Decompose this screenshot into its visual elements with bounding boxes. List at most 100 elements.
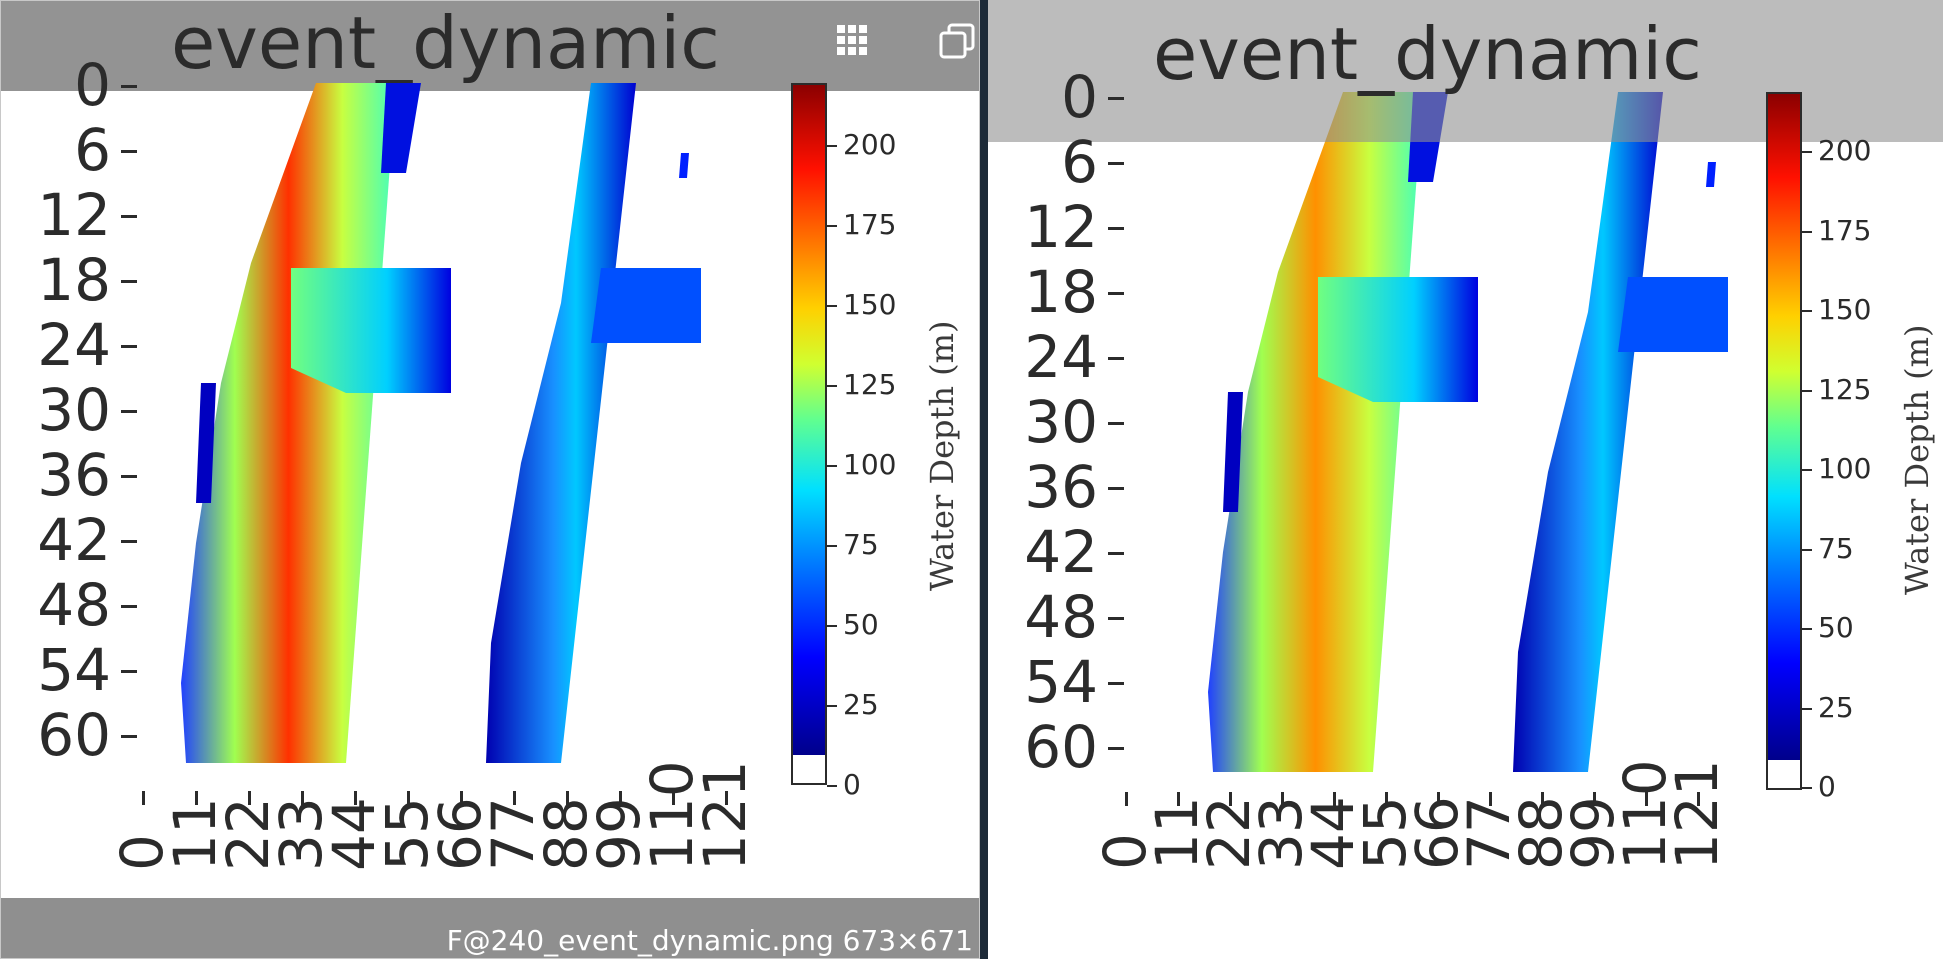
y-tick-label: 36 [1024, 453, 1098, 521]
x-tick-mark [1541, 792, 1544, 806]
colorbar-tick-mark [1802, 151, 1812, 153]
y-tick-label: 54 [1024, 648, 1098, 716]
y-tick-label: 60 [37, 701, 111, 769]
flood-speck [1706, 162, 1716, 187]
colorbar-tick-label: 200 [1818, 134, 1872, 167]
colorbar-tick-mark [827, 225, 837, 227]
y-tick-label: 30 [37, 376, 111, 444]
plot-title: event_dynamic [171, 1, 720, 85]
x-tick-mark [195, 791, 198, 805]
colorbar [1766, 92, 1802, 790]
x-tick-mark [1437, 792, 1440, 806]
y-tick-mark [121, 735, 137, 738]
y-tick-mark [1108, 552, 1124, 555]
colorbar-tick-label: 125 [843, 368, 897, 401]
colorbar-tick-mark [827, 705, 837, 707]
x-tick-mark [1229, 792, 1232, 806]
flood-plume-main [181, 83, 396, 763]
colorbar-tick-mark [1802, 230, 1812, 233]
colorbar-tick-label: 50 [843, 608, 879, 641]
colorbar-tick-label: 50 [1818, 611, 1854, 644]
flood-plume-main [1208, 92, 1423, 772]
colorbar-tick-mark [827, 545, 837, 547]
flood-lobe [291, 268, 451, 393]
flood-fringe [196, 383, 216, 503]
y-tick-label: 30 [1024, 388, 1098, 456]
y-tick-label: 60 [1024, 713, 1098, 781]
y-tick-mark [1108, 162, 1124, 165]
colorbar-tick-label: 25 [843, 688, 879, 721]
colorbar [791, 83, 827, 785]
y-tick-label: 48 [37, 571, 111, 639]
colorbar-tick-mark [1802, 707, 1812, 710]
colorbar-tick-mark [1802, 469, 1812, 471]
image-pane-left: event_dynamic 0 6 12 18 24 30 36 42 48 54 60 0 11 22… [0, 0, 980, 959]
colorbar-tick-mark [827, 625, 837, 627]
x-tick-mark [1645, 792, 1648, 806]
x-tick-mark [1177, 792, 1180, 806]
colorbar-label: Water Depth (m) [1898, 324, 1936, 595]
x-tick-mark [460, 791, 463, 805]
copy-icon[interactable] [939, 23, 975, 66]
y-tick-mark [121, 215, 137, 218]
colorbar-tick-mark [1802, 389, 1812, 392]
x-tick-mark [354, 791, 357, 805]
y-tick-mark [1108, 292, 1124, 295]
x-tick-mark [1333, 792, 1336, 806]
y-tick-label: 12 [37, 181, 111, 249]
y-tick-label: 24 [37, 311, 111, 379]
colorbar-tick-label: 25 [1818, 690, 1854, 724]
colorbar-tick-label: 0 [1818, 770, 1836, 803]
y-tick-mark [121, 670, 137, 673]
colorbar-tick-label: 125 [1818, 372, 1872, 406]
x-tick-mark [248, 791, 251, 805]
grid-icon[interactable] [836, 23, 868, 63]
x-tick-mark [513, 791, 516, 805]
y-tick-mark [121, 605, 137, 608]
x-tick-mark [1593, 792, 1596, 806]
y-tick-mark [1108, 357, 1124, 360]
flood-speck [679, 153, 689, 178]
flood-fringe [1223, 392, 1243, 512]
x-tick-mark [301, 791, 304, 805]
y-tick-mark [1108, 747, 1124, 750]
colorbar-tick-label: 100 [843, 448, 897, 481]
colorbar-tick-label: 0 [843, 768, 861, 801]
heatmap-plot [1208, 92, 1728, 772]
colorbar-tick-label: 175 [1818, 213, 1872, 247]
y-tick-mark [1108, 682, 1124, 685]
x-tick-mark [566, 791, 569, 805]
y-tick-label: 54 [37, 636, 111, 704]
flood-fringe [381, 83, 421, 173]
colorbar-tick-label: 200 [843, 128, 897, 161]
y-tick-mark [121, 475, 137, 478]
x-tick-label: 121 [1663, 759, 1731, 870]
y-tick-label: 36 [37, 441, 111, 509]
y-tick-label: 0 [1061, 63, 1098, 131]
y-tick-label: 18 [37, 246, 111, 314]
x-tick-mark [1489, 792, 1492, 806]
y-tick-label: 6 [74, 116, 111, 184]
flood-lobe [1318, 277, 1478, 402]
y-tick-mark [121, 150, 137, 153]
y-tick-label: 18 [1024, 258, 1098, 326]
colorbar-tick-label: 150 [1818, 293, 1872, 326]
colorbar-tick-label: 75 [843, 528, 879, 561]
flood-plume-secondary [1513, 92, 1663, 772]
x-tick-label: 121 [691, 760, 759, 871]
x-tick-mark [407, 791, 410, 805]
colorbar-tick-mark [827, 305, 837, 307]
flood-lobe-secondary [1618, 277, 1728, 352]
y-tick-mark [1108, 487, 1124, 490]
y-tick-mark [1108, 422, 1124, 425]
y-tick-label: 6 [1061, 128, 1098, 196]
header-band [1, 1, 979, 91]
x-tick-mark [1125, 792, 1128, 806]
x-tick-mark [672, 791, 675, 805]
pane-divider[interactable] [980, 0, 988, 959]
x-tick-mark [142, 791, 145, 805]
y-tick-mark [1108, 617, 1124, 620]
image-pane-right: event_dynamic 0 6 12 18 24 30 36 42 48 54 60 0 11 22… [988, 0, 1943, 959]
y-tick-label: 24 [1024, 323, 1098, 391]
plot-title: event_dynamic [1153, 12, 1702, 96]
